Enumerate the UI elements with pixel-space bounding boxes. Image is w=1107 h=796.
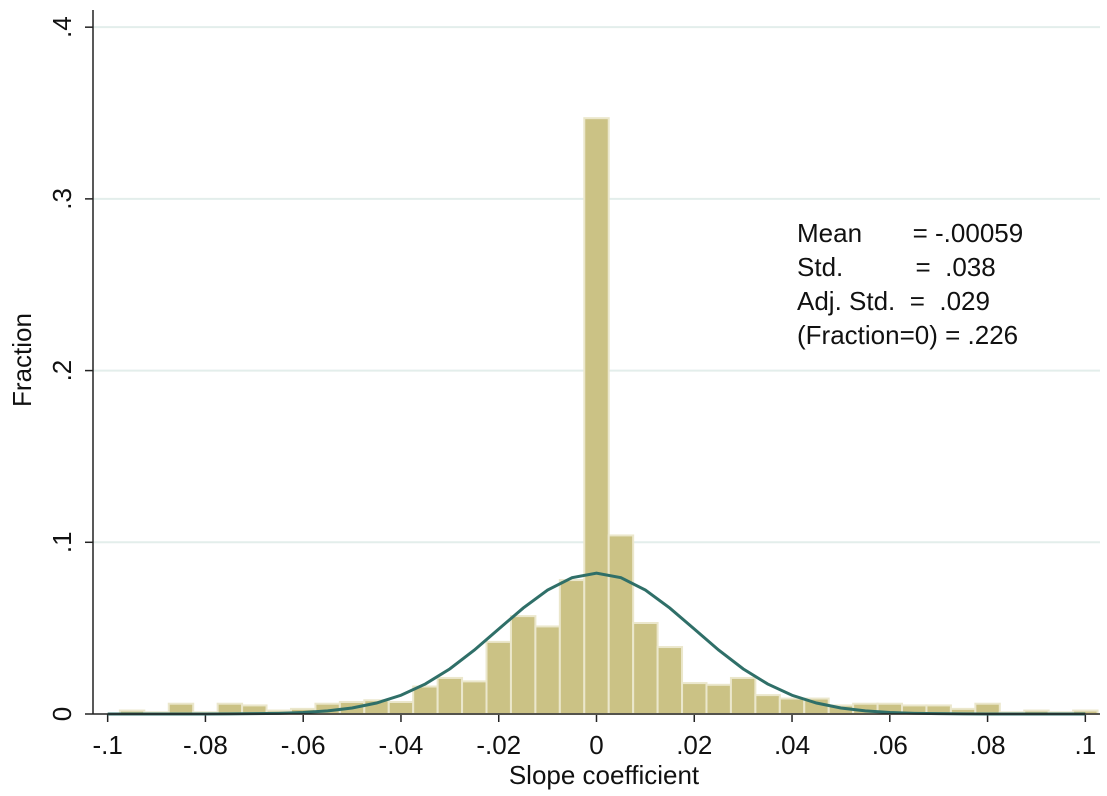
- y-tick-label: .4: [47, 16, 77, 38]
- bar: [509, 615, 537, 715]
- x-tick-label: -.1: [92, 730, 122, 760]
- x-tick-label: .1: [1074, 730, 1096, 760]
- bar: [656, 646, 684, 715]
- y-tick-label: .1: [47, 531, 77, 553]
- bar: [485, 640, 512, 716]
- bar: [583, 117, 610, 716]
- stats-annotation: Adj. Std. = .029: [797, 286, 990, 316]
- x-tick-label: -.06: [281, 730, 326, 760]
- bar: [534, 625, 561, 715]
- bar: [558, 579, 586, 715]
- bar: [632, 621, 659, 715]
- bar: [436, 676, 464, 716]
- bar: [778, 697, 806, 715]
- x-tick-label: -.02: [476, 730, 521, 760]
- stats-annotation: (Fraction=0) = .226: [797, 320, 1018, 350]
- stats-annotation: Std. = .038: [797, 252, 996, 282]
- bar: [705, 683, 732, 715]
- x-tick-label: -.08: [183, 730, 228, 760]
- bar: [754, 694, 781, 715]
- x-tick-label: .06: [872, 730, 908, 760]
- y-tick-label: 0: [47, 707, 77, 721]
- stats-annotation: Mean = -.00059: [797, 218, 1023, 248]
- bar: [461, 680, 488, 715]
- x-tick-label: .08: [969, 730, 1005, 760]
- bar: [607, 534, 635, 715]
- bar: [729, 676, 757, 716]
- bar: [167, 702, 195, 716]
- x-tick-label: 0: [589, 730, 603, 760]
- bar: [387, 700, 415, 715]
- bar: [412, 685, 439, 716]
- y-axis-title: Fraction: [7, 313, 37, 407]
- x-tick-label: .04: [774, 730, 810, 760]
- x-tick-label: .02: [676, 730, 712, 760]
- bar: [681, 682, 708, 716]
- x-tick-label: -.04: [379, 730, 424, 760]
- x-axis-title: Slope coefficient: [509, 760, 700, 790]
- y-tick-label: .2: [47, 360, 77, 382]
- y-tick-label: .3: [47, 188, 77, 210]
